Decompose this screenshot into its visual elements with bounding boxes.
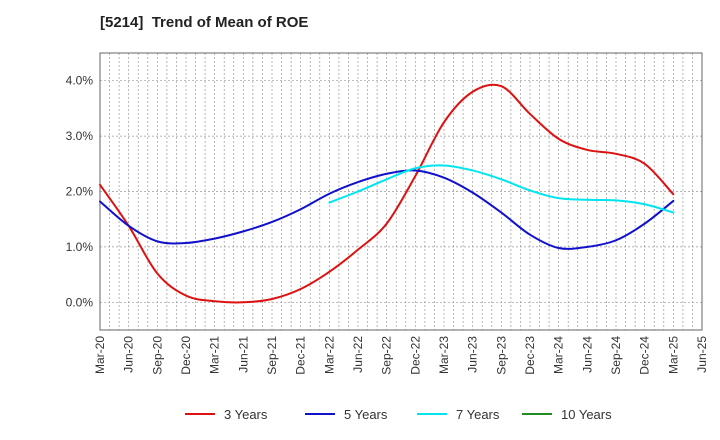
y-tick-label: 1.0% xyxy=(66,240,94,254)
x-tick-label: Dec-23 xyxy=(523,336,537,375)
x-tick-label: Jun-24 xyxy=(580,336,594,373)
x-tick-label: Jun-20 xyxy=(122,336,136,373)
x-tick-label: Jun-21 xyxy=(236,336,250,373)
x-tick-label: Jun-22 xyxy=(351,336,365,373)
x-tick-label: Mar-22 xyxy=(322,336,336,374)
x-tick-label: Mar-25 xyxy=(666,336,680,374)
grid xyxy=(100,53,702,330)
x-axis: Mar-20 Jun-20 Sep-20 Dec-20 Mar-21 Jun-21 Sep-… xyxy=(93,336,709,375)
x-tick-label: Sep-23 xyxy=(494,336,508,375)
series-layer xyxy=(99,83,675,304)
legend-label-5-years: 5 Years xyxy=(344,407,388,422)
x-tick-label: Dec-24 xyxy=(638,336,652,375)
y-tick-label: 0.0% xyxy=(66,295,94,309)
chart-title: [5214] Trend of Mean of ROE xyxy=(100,14,309,31)
legend-label-3-years: 3 Years xyxy=(224,407,268,422)
series-line-3-years xyxy=(99,83,675,304)
x-tick-label: Dec-20 xyxy=(179,336,193,375)
x-tick-label: Sep-21 xyxy=(265,336,279,375)
x-tick-label: Sep-22 xyxy=(380,336,394,375)
x-tick-label: Sep-20 xyxy=(150,336,164,375)
x-tick-label: Jun-23 xyxy=(466,336,480,373)
x-tick-label: Mar-21 xyxy=(208,336,222,374)
x-tick-label: Mar-24 xyxy=(552,336,566,374)
x-tick-label: Jun-25 xyxy=(695,336,709,373)
x-tick-label: Dec-21 xyxy=(294,336,308,375)
series-line-7-years xyxy=(328,164,675,214)
plot-frame xyxy=(99,52,703,331)
y-tick-label: 2.0% xyxy=(66,185,94,199)
legend-label-7-years: 7 Years xyxy=(456,407,500,422)
y-tick-label: 3.0% xyxy=(66,129,94,143)
y-tick-label: 4.0% xyxy=(66,74,94,88)
legend-label-10-years: 10 Years xyxy=(561,407,612,422)
legend: 3 Years 5 Years 7 Years 10 Years xyxy=(185,407,612,422)
series-line-5-years xyxy=(99,169,675,250)
x-tick-label: Mar-23 xyxy=(437,336,451,374)
x-tick-label: Sep-24 xyxy=(609,336,623,375)
x-tick-label: Dec-22 xyxy=(408,336,422,375)
x-tick-label: Mar-20 xyxy=(93,336,107,374)
y-axis: 0.0% 1.0% 2.0% 3.0% 4.0% xyxy=(66,74,94,310)
